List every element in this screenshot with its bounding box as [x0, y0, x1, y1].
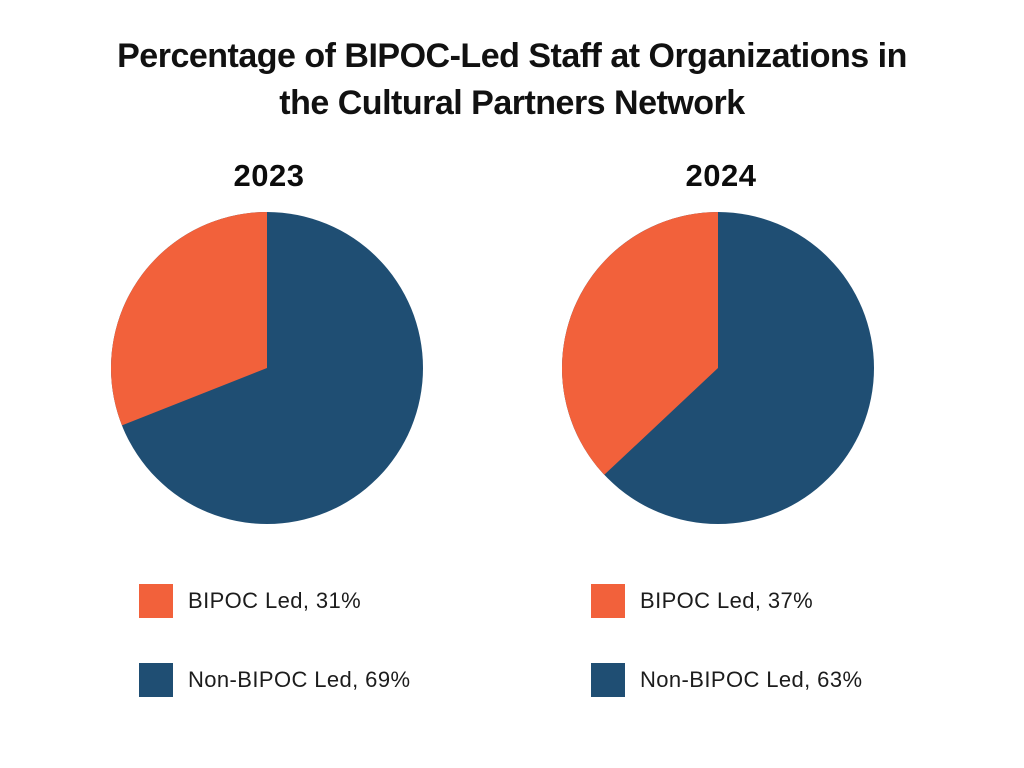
legend-swatch-non-bipoc-icon — [591, 663, 625, 697]
legend-item-2024-non-bipoc: Non-BIPOC Led, 63% — [591, 663, 862, 697]
legend-label-2023-bipoc: BIPOC Led, 31% — [188, 588, 362, 613]
legend-label-2024-non-bipoc: Non-BIPOC Led, 63% — [640, 667, 863, 692]
pie-chart-2024 — [562, 212, 874, 524]
pie-title-2024: 2024 — [685, 158, 757, 193]
pie-chart-2023 — [111, 212, 423, 524]
legend-swatch-bipoc-icon — [139, 584, 173, 618]
legend-2023: BIPOC Led, 31% Non-BIPOC Led, 69% — [139, 584, 410, 742]
legend-label-2024-bipoc: BIPOC Led, 37% — [640, 588, 814, 613]
title-line-1: Percentage of BIPOC-Led Staff at Organiz… — [117, 37, 907, 75]
legend-2024: BIPOC Led, 37% Non-BIPOC Led, 63% — [591, 584, 862, 742]
legend-swatch-non-bipoc-icon — [139, 663, 173, 697]
pie-title-2023: 2023 — [233, 158, 305, 193]
legend-item-2024-bipoc: BIPOC Led, 37% — [591, 584, 862, 618]
chart-main-title: Percentage of BIPOC-Led Staff at Organiz… — [0, 33, 1024, 127]
legend-swatch-bipoc-icon — [591, 584, 625, 618]
legend-item-2023-bipoc: BIPOC Led, 31% — [139, 584, 410, 618]
legend-item-2023-non-bipoc: Non-BIPOC Led, 69% — [139, 663, 410, 697]
title-line-2: the Cultural Partners Network — [279, 84, 745, 122]
legend-label-2023-non-bipoc: Non-BIPOC Led, 69% — [188, 667, 411, 692]
